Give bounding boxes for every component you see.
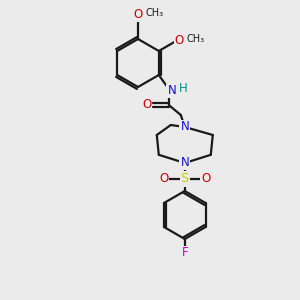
Text: O: O [201, 172, 210, 185]
Text: N: N [180, 157, 189, 169]
Text: O: O [175, 34, 184, 47]
Text: H: H [179, 82, 188, 95]
Text: N: N [167, 85, 176, 98]
Text: O: O [134, 8, 142, 22]
Text: O: O [159, 172, 168, 185]
Text: N: N [180, 121, 189, 134]
Text: CH₃: CH₃ [186, 34, 205, 44]
Text: F: F [182, 247, 188, 260]
Text: S: S [181, 172, 189, 185]
Text: O: O [142, 98, 152, 112]
Text: CH₃: CH₃ [146, 8, 164, 18]
